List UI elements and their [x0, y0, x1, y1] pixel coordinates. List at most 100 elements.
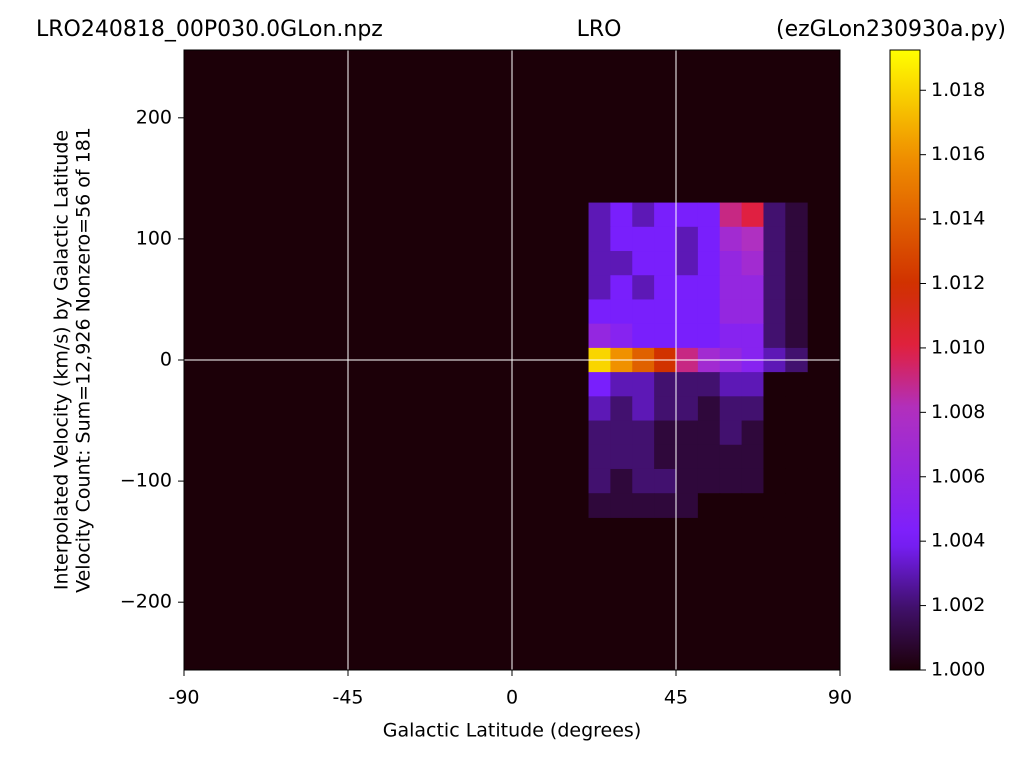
- heat-cell: [632, 444, 655, 470]
- heat-cell: [785, 323, 808, 349]
- heat-cell: [719, 493, 743, 518]
- colorbar-tick-label: 1.014: [931, 208, 985, 230]
- heat-cell: [697, 372, 721, 397]
- heat-cell: [610, 444, 633, 470]
- chart-title: LRO: [577, 17, 622, 42]
- heat-cell: [741, 420, 764, 446]
- x-axis-label: Galactic Latitude (degrees): [383, 720, 642, 742]
- heat-cell: [676, 226, 699, 252]
- heat-cell: [632, 202, 655, 228]
- colorbar-tick-label: 1.010: [931, 336, 985, 358]
- colorbar-tick-label: 1.008: [931, 401, 985, 423]
- heat-cell: [632, 251, 655, 276]
- heat-cell: [632, 323, 655, 349]
- heat-cell: [632, 468, 655, 494]
- heat-cell: [763, 396, 786, 422]
- y-tick-label: 200: [136, 106, 172, 128]
- heat-cell: [610, 226, 633, 252]
- heat-cell: [588, 493, 611, 518]
- heat-cell: [676, 275, 699, 300]
- heat-cell: [741, 202, 764, 228]
- colorbar-tick-label: 1.004: [931, 530, 985, 552]
- y-tick-label: 100: [136, 227, 172, 249]
- heat-cell: [654, 323, 677, 349]
- heat-cell: [763, 275, 786, 300]
- colorbar: [889, 49, 921, 671]
- heat-cell: [697, 444, 721, 470]
- heat-cell: [763, 202, 786, 228]
- heat-cell: [741, 251, 764, 276]
- heat-cell: [654, 299, 677, 325]
- heat-cell: [785, 299, 808, 325]
- colorbar-tick-label: 1.016: [931, 143, 985, 165]
- heat-cell: [654, 396, 677, 422]
- heat-cell: [697, 323, 721, 349]
- x-tick-label: -90: [168, 687, 199, 709]
- x-tick-label: 45: [664, 687, 688, 709]
- heat-cell: [741, 299, 764, 325]
- heat-cell: [763, 420, 786, 446]
- heat-cell: [719, 444, 743, 470]
- heat-cell: [610, 372, 633, 397]
- heat-cell: [632, 493, 655, 518]
- heat-cell: [632, 275, 655, 300]
- heat-cell: [741, 396, 764, 422]
- heat-cell: [676, 420, 699, 446]
- y-tick-label: −200: [120, 591, 172, 613]
- heat-cell: [763, 251, 786, 276]
- heat-cell: [785, 226, 808, 252]
- heat-cell: [676, 372, 699, 397]
- heat-cell: [676, 202, 699, 228]
- heat-cell: [654, 444, 677, 470]
- heat-cell: [763, 444, 786, 470]
- heat-cell: [588, 202, 611, 228]
- heat-cell: [610, 396, 633, 422]
- heat-cell: [588, 323, 611, 349]
- heat-cell: [785, 444, 808, 470]
- title-left: LRO240818_00P030.0GLon.npz: [36, 17, 383, 42]
- heat-cell: [697, 202, 721, 228]
- heat-cell: [719, 372, 743, 397]
- heat-cell: [610, 420, 633, 446]
- heat-cell: [588, 372, 611, 397]
- heat-cell: [785, 251, 808, 276]
- heat-cell: [588, 275, 611, 300]
- heat-cell: [741, 372, 764, 397]
- heat-cell: [763, 226, 786, 252]
- heat-cell: [654, 275, 677, 300]
- heat-cell: [741, 323, 764, 349]
- heat-cell: [741, 493, 764, 518]
- heat-cell: [610, 299, 633, 325]
- colorbar-tick-label: 1.006: [931, 465, 985, 487]
- y-axis-label: Velocity Count: Sum=12,926 Nonzero=56 of…: [73, 127, 95, 593]
- y-axis-label: Interpolated Velocity (km/s) by Galactic…: [51, 130, 73, 590]
- heat-cell: [588, 251, 611, 276]
- heat-cell: [610, 323, 633, 349]
- heat-cell: [676, 323, 699, 349]
- heat-cell: [588, 420, 611, 446]
- heat-cell: [785, 420, 808, 446]
- heat-cell: [763, 468, 786, 494]
- heat-cell: [719, 202, 743, 228]
- colorbar-tick-label: 1.018: [931, 79, 985, 101]
- heat-cell: [719, 468, 743, 494]
- heat-cell: [697, 275, 721, 300]
- heat-cell: [676, 396, 699, 422]
- heat-cell: [632, 299, 655, 325]
- x-tick-label: 90: [828, 687, 852, 709]
- heat-cell: [697, 493, 721, 518]
- heat-cell: [654, 202, 677, 228]
- heat-cell: [719, 226, 743, 252]
- heat-cell: [588, 226, 611, 252]
- heat-cell: [785, 493, 808, 518]
- heat-cell: [632, 396, 655, 422]
- heat-cell: [632, 420, 655, 446]
- heat-cell: [654, 372, 677, 397]
- heat-cell: [697, 299, 721, 325]
- heat-cell: [610, 251, 633, 276]
- heat-cell: [632, 372, 655, 397]
- heat-cell: [719, 396, 743, 422]
- heat-cell: [676, 493, 699, 518]
- heat-cell: [610, 202, 633, 228]
